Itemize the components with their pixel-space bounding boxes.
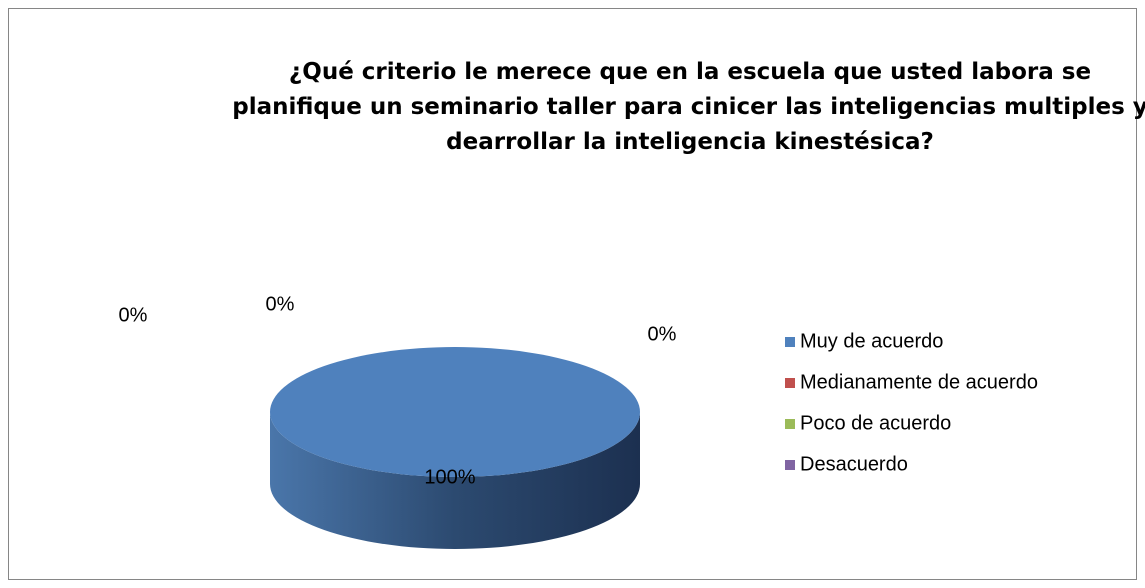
legend-label: Poco de acuerdo [800,412,951,434]
data-label: 0% [648,323,677,345]
legend-swatch [785,460,795,470]
pie-side [270,412,640,549]
data-label: 100% [424,466,475,488]
legend-label: Desacuerdo [800,453,908,475]
legend-swatch [785,337,795,347]
data-label: 0% [119,304,148,326]
legend-swatch [785,378,795,388]
data-label: 0% [266,293,295,315]
title-box: ¿Qué criterio le merece que en la escuel… [232,59,1145,155]
legend-label: Medianamente de acuerdo [800,371,1038,393]
legend-swatch [785,419,795,429]
pie-slice [270,347,640,477]
chart-title: ¿Qué criterio le merece que en la escuel… [232,59,1145,155]
legend-label: Muy de acuerdo [800,330,943,352]
